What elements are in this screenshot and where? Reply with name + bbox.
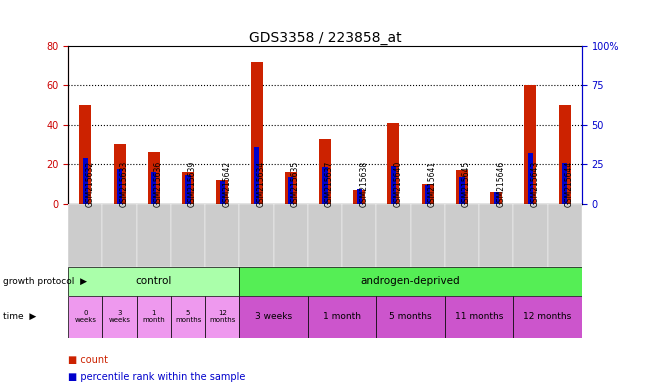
Bar	[308, 204, 342, 267]
Bar	[239, 204, 274, 267]
Bar	[376, 296, 445, 338]
Text: 1
month: 1 month	[142, 310, 165, 323]
Text: GSM215634: GSM215634	[257, 161, 266, 207]
Bar	[558, 105, 571, 204]
Bar	[456, 170, 468, 204]
Text: androgen-deprived: androgen-deprived	[361, 276, 460, 286]
Text: 3 weeks: 3 weeks	[255, 312, 292, 321]
Text: 5
months: 5 months	[175, 310, 202, 323]
Text: ■ percentile rank within the sample: ■ percentile rank within the sample	[68, 372, 246, 382]
Text: control: control	[136, 276, 172, 286]
Bar	[285, 172, 297, 204]
Bar	[103, 296, 136, 338]
Bar	[445, 296, 514, 338]
Text: 12 months: 12 months	[523, 312, 571, 321]
Text: GSM215641: GSM215641	[428, 161, 437, 207]
Text: 11 months: 11 months	[455, 312, 503, 321]
Bar	[136, 204, 171, 267]
Bar	[319, 139, 331, 204]
Bar	[288, 177, 293, 204]
Bar	[171, 296, 205, 338]
Text: GSM215639: GSM215639	[188, 161, 197, 207]
Text: GSM215644: GSM215644	[565, 161, 574, 207]
Bar	[562, 162, 567, 204]
Text: growth protocol  ▶: growth protocol ▶	[3, 277, 87, 286]
Bar	[493, 192, 499, 204]
Bar	[68, 296, 103, 338]
Bar	[387, 123, 400, 204]
Bar	[254, 147, 259, 204]
Bar	[422, 184, 434, 204]
Bar	[460, 177, 465, 204]
Bar	[83, 158, 88, 204]
Bar	[514, 296, 582, 338]
Bar	[117, 169, 122, 204]
Text: ■ count: ■ count	[68, 355, 109, 365]
Text: GSM215635: GSM215635	[291, 161, 300, 207]
Bar	[376, 204, 411, 267]
Bar	[205, 296, 239, 338]
Bar	[239, 296, 308, 338]
Text: GSM215643: GSM215643	[530, 161, 540, 207]
Bar	[103, 204, 136, 267]
Text: 0
weeks: 0 weeks	[74, 310, 96, 323]
Bar	[136, 296, 171, 338]
Bar	[148, 152, 160, 204]
Bar	[274, 204, 308, 267]
Text: 3
weeks: 3 weeks	[109, 310, 131, 323]
Bar	[514, 204, 547, 267]
Bar	[151, 172, 157, 204]
Bar	[114, 144, 125, 204]
Bar	[68, 267, 239, 296]
Bar	[411, 204, 445, 267]
Bar	[391, 166, 396, 204]
Text: GSM215633: GSM215633	[120, 161, 129, 207]
Bar	[79, 105, 92, 204]
Bar	[239, 267, 582, 296]
Bar	[205, 204, 239, 267]
Bar	[250, 62, 263, 204]
Text: GSM215636: GSM215636	[154, 161, 163, 207]
Bar	[357, 189, 362, 204]
Bar	[322, 167, 328, 204]
Title: GDS3358 / 223858_at: GDS3358 / 223858_at	[249, 31, 401, 45]
Text: GSM215642: GSM215642	[222, 161, 231, 207]
Text: GSM215646: GSM215646	[496, 161, 505, 207]
Text: 5 months: 5 months	[389, 312, 432, 321]
Bar	[171, 204, 205, 267]
Text: GSM215638: GSM215638	[359, 161, 369, 207]
Bar	[547, 204, 582, 267]
Bar	[525, 86, 536, 204]
Bar	[308, 296, 376, 338]
Text: time  ▶: time ▶	[3, 312, 36, 321]
Text: GSM215637: GSM215637	[325, 161, 334, 207]
Bar	[353, 190, 365, 204]
Bar	[425, 185, 430, 204]
Bar	[479, 204, 514, 267]
Text: GSM215640: GSM215640	[393, 161, 402, 207]
Bar	[528, 153, 533, 204]
Bar	[185, 175, 190, 204]
Bar	[342, 204, 376, 267]
Bar	[490, 192, 502, 204]
Bar	[445, 204, 479, 267]
Bar	[68, 204, 103, 267]
Text: GSM215632: GSM215632	[85, 161, 94, 207]
Text: 1 month: 1 month	[323, 312, 361, 321]
Bar	[182, 172, 194, 204]
Text: 12
months: 12 months	[209, 310, 235, 323]
Bar	[220, 182, 225, 204]
Bar	[216, 180, 228, 204]
Text: GSM215645: GSM215645	[462, 161, 471, 207]
